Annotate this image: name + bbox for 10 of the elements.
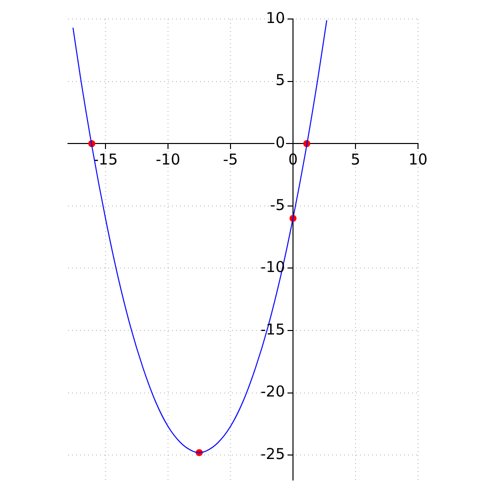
y-tick-label: -25 [260, 444, 285, 463]
y-tick-label: 5 [275, 71, 285, 90]
y-tick-label: -5 [270, 196, 285, 214]
x-tick-label: 5 [350, 150, 360, 168]
y-tick-label: -20 [260, 382, 285, 401]
x-tick-label: 10 [408, 150, 428, 168]
y-tick-label: 0 [275, 133, 285, 152]
x-tick-label: -5 [223, 150, 238, 168]
x-tick-label: -10 [156, 150, 180, 168]
y-tick-label: 10 [266, 8, 285, 27]
